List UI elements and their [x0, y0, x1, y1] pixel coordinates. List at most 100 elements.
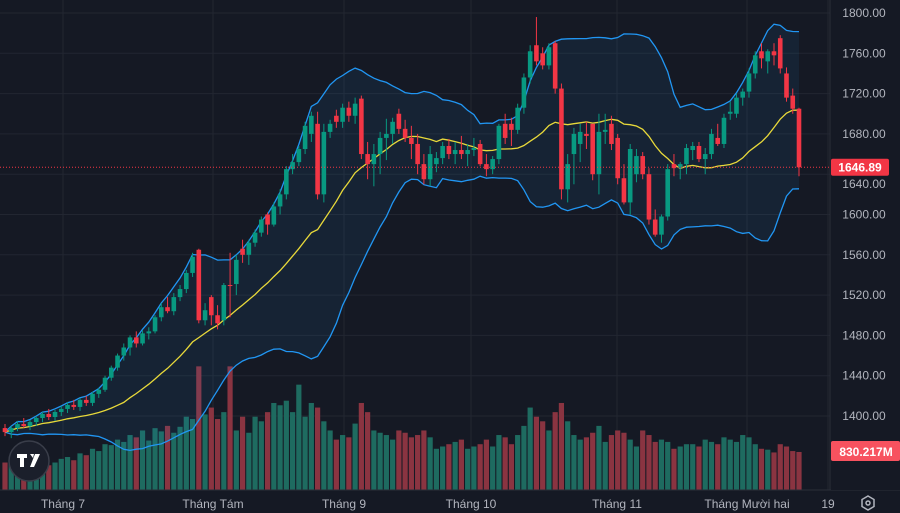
candle-down: [334, 115, 339, 122]
candle-down: [552, 43, 558, 89]
volume-bar: [671, 448, 677, 490]
candle-down: [502, 123, 508, 138]
candle-up: [271, 206, 277, 225]
candle-down: [796, 108, 802, 168]
candle-down: [133, 337, 139, 344]
candle-up: [27, 422, 33, 427]
candle-down: [71, 404, 77, 407]
candle-down: [396, 113, 402, 129]
volume-bar: [327, 430, 333, 490]
candle-down: [621, 178, 627, 203]
candle-up: [702, 154, 708, 160]
candle-down: [265, 214, 270, 225]
time-tick-label: Tháng Mười hai: [704, 497, 789, 511]
price-axis[interactable]: [831, 0, 900, 490]
candle-up: [752, 55, 758, 74]
candle-up: [246, 242, 252, 255]
candle-down: [640, 156, 646, 175]
price-tick-label: 1400.00: [842, 409, 886, 423]
volume-bar: [440, 446, 446, 490]
candle-down: [646, 174, 652, 220]
candle-up: [190, 256, 195, 273]
candles: [2, 17, 802, 439]
volume-bar: [58, 458, 64, 490]
volume-bar: [702, 439, 708, 490]
price-tick-label: 1680.00: [842, 127, 886, 141]
volume-bar: [127, 435, 133, 490]
volume-bar: [177, 426, 183, 490]
candle-up: [96, 389, 102, 394]
candle-up: [465, 150, 470, 155]
volume-bar: [533, 416, 540, 490]
candle-up: [565, 164, 570, 190]
price-tick-label: 1560.00: [842, 248, 886, 262]
bollinger-upper-line: [4, 23, 800, 433]
candle-up: [496, 125, 502, 160]
candle-down: [421, 164, 427, 180]
candle-up: [684, 148, 689, 165]
volume-bar: [46, 465, 52, 490]
candle-up: [302, 125, 308, 150]
candle-down: [415, 143, 420, 165]
volume-bar: [746, 437, 752, 490]
candle-up: [765, 51, 771, 62]
volume-bar: [296, 384, 302, 490]
price-tick-label: 1440.00: [842, 369, 886, 383]
volume-bar: [715, 444, 721, 490]
volume-bar: [264, 412, 271, 490]
candle-down: [240, 248, 245, 255]
candle-up: [140, 333, 145, 344]
volume-bar: [783, 446, 790, 490]
last-price-label: 1646.89: [838, 160, 882, 174]
settings-icon[interactable]: [861, 495, 875, 511]
candle-up: [309, 115, 314, 134]
volume-bar: [640, 430, 646, 490]
candle-down: [584, 133, 589, 136]
volume-bar: [652, 441, 658, 490]
volume-bar: [346, 437, 352, 490]
volume-bar: [114, 439, 121, 490]
volume-bar: [71, 460, 77, 490]
candle-down: [590, 123, 595, 175]
candle-up: [340, 107, 345, 122]
volume-bar: [233, 430, 239, 490]
volume-bar: [665, 441, 671, 490]
volume-bar: [421, 430, 427, 490]
volume-bar: [390, 439, 396, 490]
volume-bar: [465, 448, 471, 490]
candle-down: [365, 154, 370, 165]
candle-up: [277, 194, 283, 207]
candle-down: [459, 150, 464, 155]
candle-down: [540, 53, 545, 66]
volume-bar: [283, 400, 289, 490]
volume-bar: [752, 444, 758, 490]
candle-up: [33, 418, 39, 423]
volume-bar: [502, 437, 508, 490]
candle-down: [227, 285, 233, 287]
candle-down: [2, 428, 8, 433]
volume-bar: [189, 419, 196, 490]
candle-up: [596, 131, 602, 175]
volume-bar: [615, 430, 621, 490]
volume-bar: [777, 444, 783, 490]
candle-down: [715, 137, 721, 144]
candle-up: [127, 337, 133, 348]
candle-up: [740, 91, 746, 98]
candle-down: [409, 137, 414, 144]
volume-bar: [377, 432, 383, 490]
volume-bar: [252, 416, 258, 490]
volume-bar: [258, 421, 264, 490]
volume-bar: [733, 441, 740, 490]
candle-down: [771, 51, 777, 56]
time-tick-label: 19: [821, 497, 835, 511]
candle-down: [652, 219, 658, 235]
price-tick-label: 1800.00: [842, 6, 886, 20]
tradingview-logo[interactable]: [8, 440, 50, 482]
volume-bar: [558, 402, 565, 490]
volume-bar: [139, 430, 146, 490]
candle-up: [734, 97, 739, 114]
candle-down: [402, 128, 408, 138]
volume-bar: [221, 412, 227, 490]
price-axis-ticks: 1800.00 1760.00 1720.00 1680.00 1640.00 1600.…: [842, 6, 886, 423]
